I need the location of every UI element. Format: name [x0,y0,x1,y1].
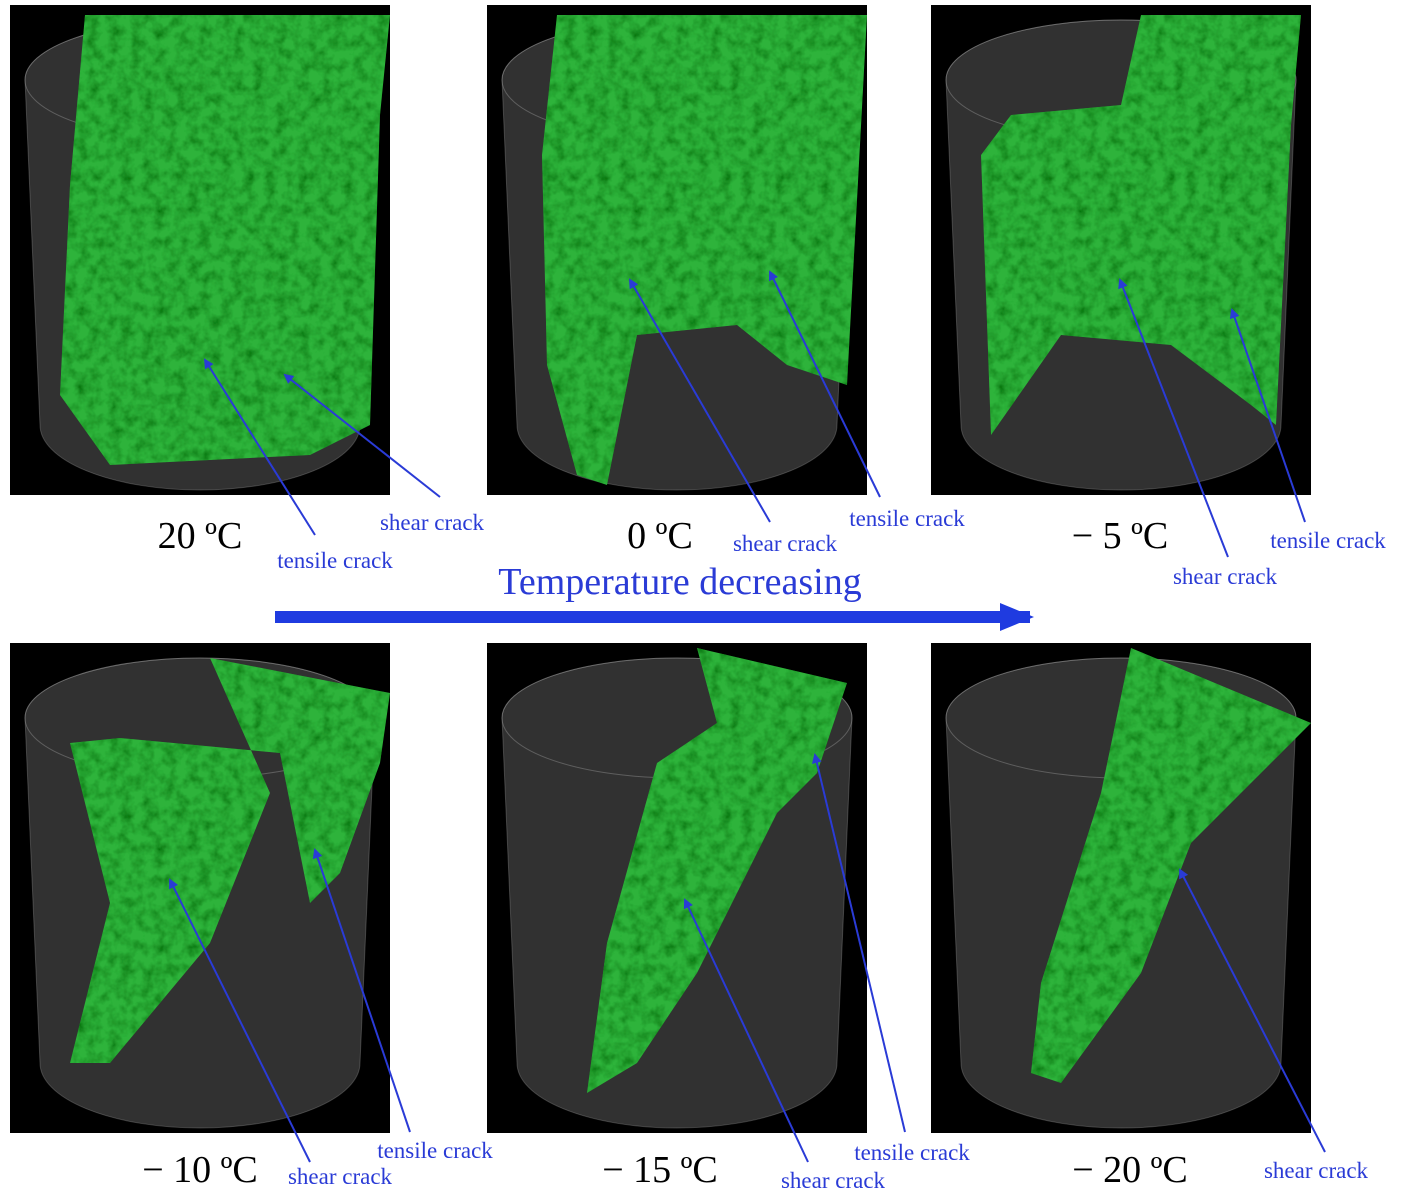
crack-surface [542,15,867,485]
annotation-label: shear crack [1264,1158,1369,1183]
temperature-label: 0 ºC [627,515,693,557]
panel [10,5,390,495]
annotation-label: tensile crack [849,506,965,531]
temperature-label: − 5 ºC [1072,515,1169,557]
annotation-label: shear crack [380,510,485,535]
annotation-label: tensile crack [1270,528,1386,553]
annotation-arrow [283,373,441,498]
annotation-arrow [811,753,906,1133]
annotation-arrow [769,270,881,498]
annotation-label: shear crack [1173,564,1278,589]
annotation-arrow [683,898,809,1163]
annotation-arrow [203,358,316,536]
annotation-arrow [1118,278,1229,558]
annotation-label: shear crack [733,531,838,556]
annotation-label: shear crack [288,1164,393,1189]
crack-surface [981,15,1301,435]
crack-surface [587,648,847,1093]
annotation-label: shear crack [781,1168,886,1193]
annotation-arrow [312,848,411,1133]
annotation-label: tensile crack [277,548,393,573]
panel [487,643,867,1133]
annotation-label: tensile crack [854,1140,970,1165]
annotation-arrow [1229,308,1306,523]
annotation-arrow [628,278,771,523]
temperature-label: − 20 ºC [1072,1149,1188,1191]
panel [10,643,390,1133]
crack-surface [1031,648,1311,1083]
panel [487,5,867,495]
annotation-label: tensile crack [377,1138,493,1163]
annotation-arrow [169,878,311,1163]
temperature-label: − 15 ºC [602,1149,718,1191]
crack-surface [70,658,390,1063]
annotation-arrow [1179,868,1326,1153]
crack-surface [60,15,390,465]
figure-title: Temperature decreasing [498,561,861,603]
temperature-label: 20 ºC [158,515,243,557]
panel [931,5,1311,495]
panel [931,643,1311,1133]
temperature-label: − 10 ºC [142,1149,258,1191]
